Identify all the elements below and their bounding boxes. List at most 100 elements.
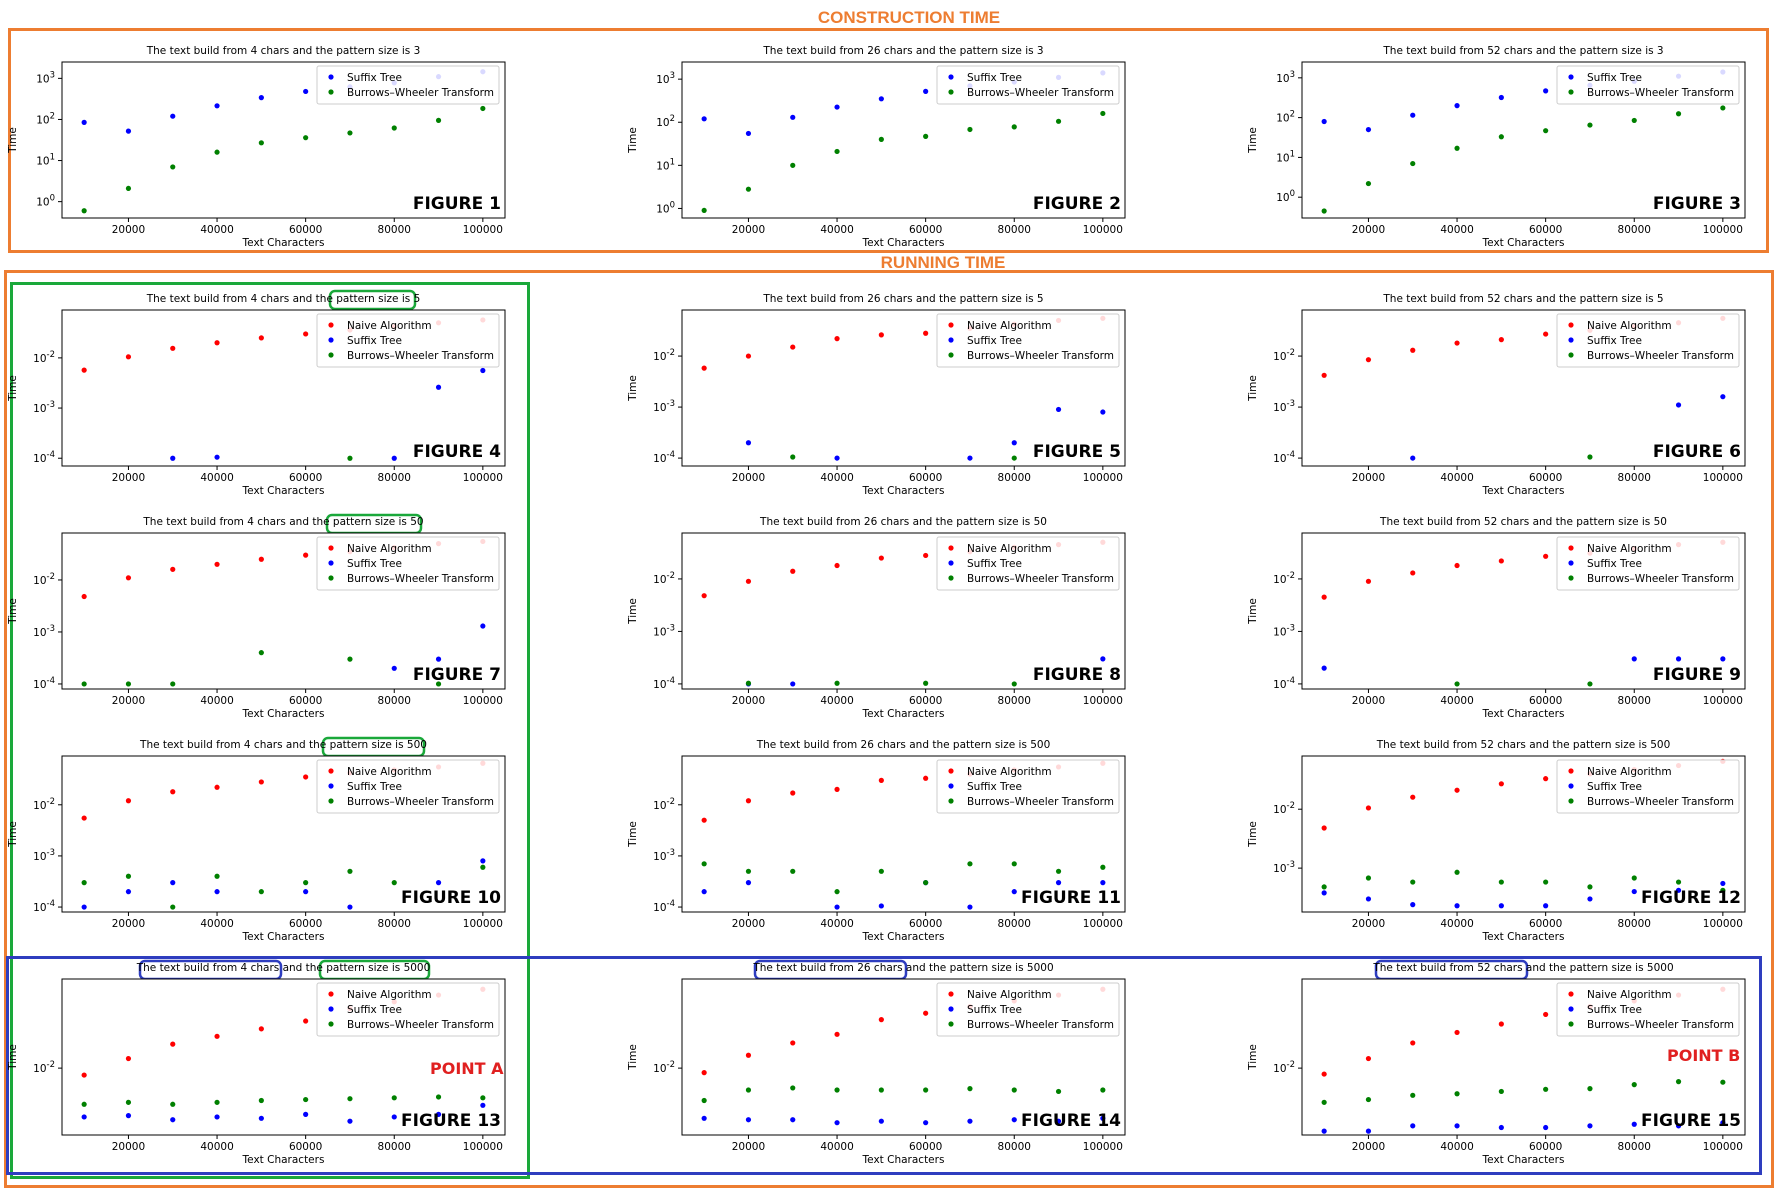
legend-marker xyxy=(1568,991,1574,997)
construction-time-box xyxy=(8,28,1769,253)
chart-title: The text build from 4 chars and the patt… xyxy=(142,516,423,528)
legend: Naive Algorithm Suffix Tree Burrows–Wheele… xyxy=(1556,982,1740,1037)
legend-entry: Suffix Tree xyxy=(967,1004,1022,1016)
data-point-naive xyxy=(745,353,752,359)
legend-entry: Suffix Tree xyxy=(1587,781,1642,793)
data-point-naive xyxy=(1410,570,1416,576)
legend-marker xyxy=(328,768,334,774)
legend: Suffix Tree Burrows–Wheeler Transform xyxy=(316,65,500,105)
data-point-suffix xyxy=(170,1117,176,1123)
data-point-suffix xyxy=(435,1111,442,1117)
data-point-burrows xyxy=(1631,117,1637,124)
y-tick-label: 101 xyxy=(36,153,55,168)
data-point-naive xyxy=(125,575,132,581)
data-point-burrows xyxy=(834,889,840,895)
legend-marker xyxy=(328,575,334,581)
legend-entry: Naive Algorithm xyxy=(967,989,1052,1001)
data-point-burrows xyxy=(1321,884,1327,890)
chart-title: The text build from 26 chars and the pat… xyxy=(759,516,1047,528)
x-tick-label: 60000 xyxy=(909,918,942,930)
y-tick-label: 10-2 xyxy=(33,350,55,365)
x-tick-label: 80000 xyxy=(1618,1141,1651,1153)
data-point-burrows xyxy=(1675,111,1682,117)
x-tick-label: 40000 xyxy=(1440,224,1473,236)
legend-entry: Burrows–Wheeler Transform xyxy=(1587,1019,1734,1031)
data-point-naive xyxy=(1498,1021,1504,1027)
legend-entry: Burrows–Wheeler Transform xyxy=(1587,573,1734,585)
legend-marker xyxy=(1568,89,1574,95)
data-point-burrows xyxy=(480,864,486,870)
data-point-naive xyxy=(701,1070,707,1076)
data-point-burrows xyxy=(391,1095,397,1101)
legend: Naive Algorithm Suffix Tree Burrows–Wheele… xyxy=(1556,313,1740,368)
data-point-naive xyxy=(923,1010,929,1016)
legend-entry: Suffix Tree xyxy=(1587,1004,1642,1016)
data-point-naive xyxy=(701,593,707,599)
data-point-burrows xyxy=(81,681,87,687)
data-point-suffix xyxy=(878,1118,884,1124)
x-tick-label: 80000 xyxy=(378,224,411,236)
x-tick-label: 40000 xyxy=(820,224,853,236)
data-point-burrows xyxy=(170,904,176,910)
data-point-suffix xyxy=(834,1120,840,1126)
y-tick-label: 10-4 xyxy=(653,450,675,465)
chart-3: The text build from 52 chars and the pat… xyxy=(1247,45,1746,249)
data-point-suffix xyxy=(125,889,132,895)
data-point-suffix xyxy=(1498,903,1504,909)
data-point-naive xyxy=(214,561,220,567)
data-point-naive xyxy=(834,786,840,792)
data-point-suffix xyxy=(1720,1120,1726,1126)
data-point-naive xyxy=(834,1031,840,1037)
x-tick-label: 20000 xyxy=(732,695,765,707)
legend-marker xyxy=(1568,545,1574,551)
data-point-suffix xyxy=(1587,1123,1593,1129)
data-point-suffix xyxy=(347,904,353,910)
x-axis-label: Text Characters xyxy=(1482,931,1565,943)
legend-entry: Burrows–Wheeler Transform xyxy=(1587,87,1734,99)
data-point-burrows xyxy=(125,1099,132,1105)
legend-marker xyxy=(948,991,954,997)
x-tick-label: 40000 xyxy=(820,1141,853,1153)
x-tick-label: 60000 xyxy=(1529,224,1562,236)
legend-entry: Naive Algorithm xyxy=(967,543,1052,555)
data-point-suffix xyxy=(214,103,220,109)
x-tick-label: 100000 xyxy=(1703,695,1743,707)
data-point-burrows xyxy=(1498,879,1504,885)
legend-entry: Burrows–Wheeler Transform xyxy=(1587,796,1734,808)
legend-entry: Suffix Tree xyxy=(967,781,1022,793)
y-axis-label: Time xyxy=(7,598,19,625)
data-point-naive xyxy=(303,331,309,337)
x-tick-label: 100000 xyxy=(1083,1141,1123,1153)
data-point-burrows xyxy=(1631,1082,1637,1088)
legend-entry: Burrows–Wheeler Transform xyxy=(1587,350,1734,362)
data-point-naive xyxy=(1454,562,1460,569)
data-point-suffix xyxy=(1100,880,1106,886)
legend-entry: Suffix Tree xyxy=(347,72,402,84)
data-point-suffix xyxy=(745,880,752,886)
data-point-burrows xyxy=(1543,128,1549,134)
legend-entry: Naive Algorithm xyxy=(967,766,1052,778)
y-tick-label: 103 xyxy=(656,71,675,86)
legend-entry: Suffix Tree xyxy=(967,72,1022,84)
x-tick-label: 80000 xyxy=(378,472,411,484)
x-tick-label: 20000 xyxy=(732,224,765,236)
data-point-burrows xyxy=(1454,1091,1460,1097)
x-tick-label: 80000 xyxy=(378,1141,411,1153)
data-point-suffix xyxy=(214,889,220,895)
data-point-burrows xyxy=(1365,1096,1372,1103)
data-point-suffix xyxy=(701,889,707,895)
y-tick-label: 100 xyxy=(1276,189,1295,204)
data-point-burrows xyxy=(1543,879,1549,885)
chart-title: The text build from 4 chars and the patt… xyxy=(146,293,421,305)
data-point-naive xyxy=(1543,1011,1549,1018)
data-point-burrows xyxy=(701,861,707,867)
data-point-naive xyxy=(1321,825,1327,831)
x-tick-label: 60000 xyxy=(289,918,322,930)
data-point-burrows xyxy=(923,680,929,686)
legend-marker xyxy=(948,89,954,95)
legend: Naive Algorithm Suffix Tree Burrows–Wheele… xyxy=(936,536,1120,591)
y-tick-label: 10-3 xyxy=(33,848,55,863)
legend: Naive Algorithm Suffix Tree Burrows–Wheele… xyxy=(316,759,500,814)
data-point-suffix xyxy=(878,903,884,909)
